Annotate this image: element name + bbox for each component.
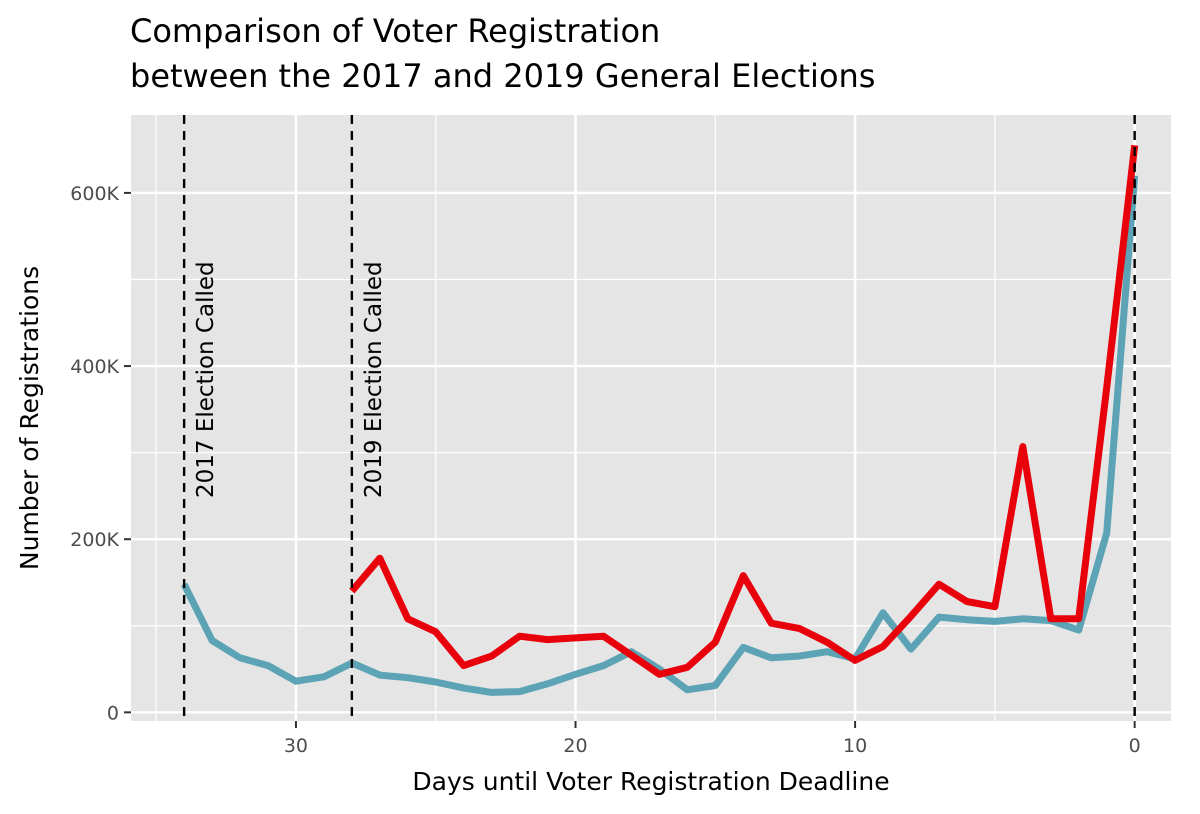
x-tick-label: 10 xyxy=(843,735,867,757)
chart-title: Comparison of Voter Registration xyxy=(130,12,660,50)
vline-label: 2019 Election Called xyxy=(361,261,387,498)
y-tick-label: 600K xyxy=(70,183,119,205)
reference-lines: 2017 Election Called 2019 Election Called xyxy=(182,115,1136,721)
y-axis-title: Number of Registrations xyxy=(15,266,44,570)
series-line-2017 xyxy=(180,175,1139,696)
chart-subtitle: between the 2017 and 2019 General Electi… xyxy=(130,57,875,95)
series-layer xyxy=(180,144,1139,696)
x-tick-label: 20 xyxy=(563,735,587,757)
vline-label: 2017 Election Called xyxy=(193,261,219,498)
series-line-2019 xyxy=(349,144,1139,678)
y-tick-label: 0 xyxy=(107,702,119,724)
minor-gridlines xyxy=(131,115,1171,721)
x-tick-label: 30 xyxy=(284,735,308,757)
x-axis-title: Days until Voter Registration Deadline xyxy=(412,767,889,796)
axes: 30 20 10 0 0 200K 400K 600K xyxy=(70,183,1140,757)
y-tick-label: 200K xyxy=(70,529,119,551)
plot-panel xyxy=(131,115,1171,721)
y-tick-label: 400K xyxy=(70,356,119,378)
x-tick-label: 0 xyxy=(1129,735,1141,757)
